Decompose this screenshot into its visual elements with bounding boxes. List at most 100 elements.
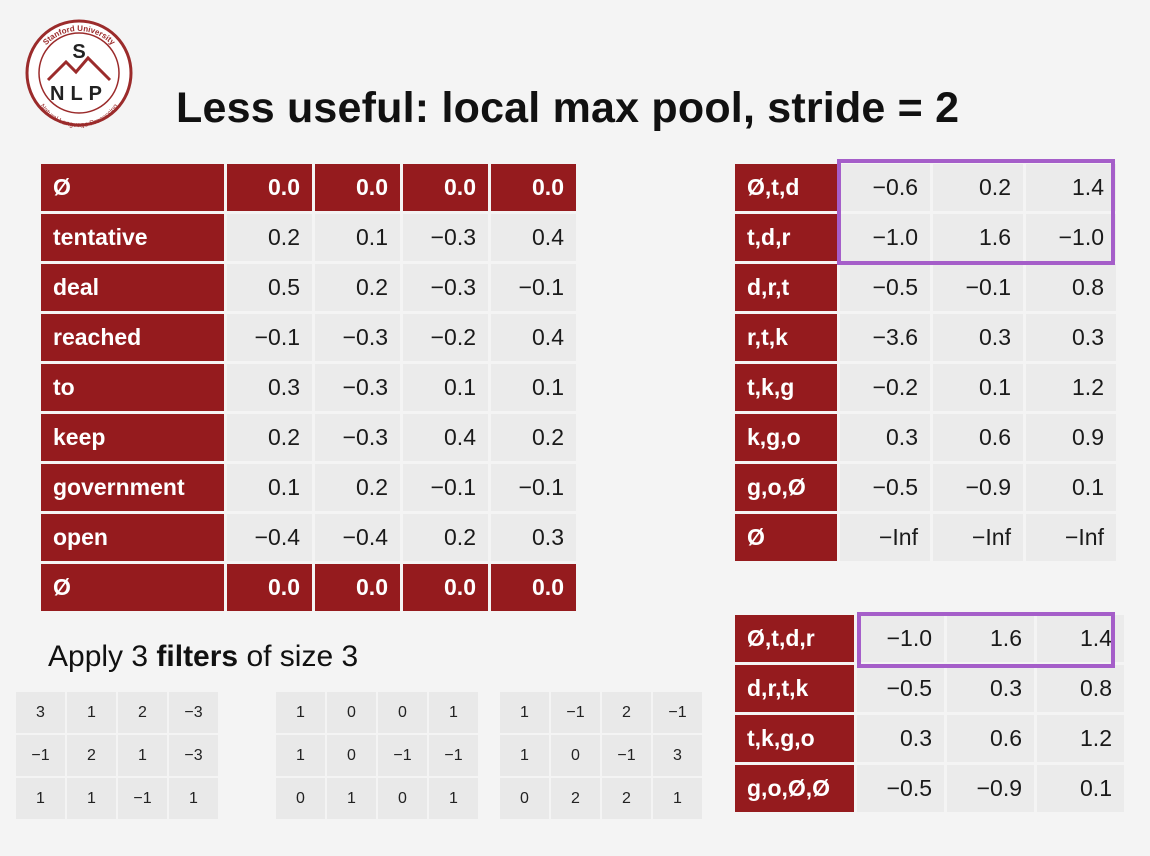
embedding-value: 0.4: [491, 214, 576, 261]
filter-value: −0.2: [840, 364, 930, 411]
filter-value: 0.1: [933, 364, 1023, 411]
ngram-label: t,k,g: [735, 364, 837, 411]
filter-weight: 2: [551, 778, 600, 819]
ngram-label: g,o,Ø: [735, 464, 837, 511]
word-row: open −0.4 −0.4 0.2 0.3: [41, 514, 576, 561]
filter-value: −0.1: [933, 264, 1023, 311]
embedding-value: 0.0: [403, 164, 488, 211]
table-row: t,k,g −0.2 0.1 1.2: [735, 364, 1116, 411]
filter-row: 1 0 −1 −1: [276, 735, 478, 776]
ngram-label: t,k,g,o: [735, 715, 854, 762]
table-row: g,o,Ø −0.5 −0.9 0.1: [735, 464, 1116, 511]
padding-row: Ø 0.0 0.0 0.0 0.0: [41, 564, 576, 611]
filter-value: −0.5: [857, 765, 944, 812]
embedding-value: 0.1: [491, 364, 576, 411]
word-label: Ø: [41, 564, 224, 611]
filter-weight: 1: [429, 778, 478, 819]
embedding-value: −0.3: [315, 414, 400, 461]
filter-3-matrix: 1 −1 2 −1 1 0 −1 3 0 2 2 1: [498, 690, 704, 821]
filter-weight: 1: [500, 692, 549, 733]
embedding-value: 0.0: [491, 564, 576, 611]
embedding-value: 0.0: [227, 164, 312, 211]
filter-weight: 0: [378, 778, 427, 819]
caption-bold: filters: [156, 640, 239, 673]
word-row: government 0.1 0.2 −0.1 −0.1: [41, 464, 576, 511]
embedding-value: 0.2: [491, 414, 576, 461]
filter-row: 1 1 −1 1: [16, 778, 218, 819]
table-row: t,d,r −1.0 1.6 −1.0: [735, 214, 1116, 261]
filter-value: 1.6: [947, 615, 1034, 662]
embedding-value: 0.1: [227, 464, 312, 511]
embedding-value: −0.1: [403, 464, 488, 511]
filter-value: −Inf: [1026, 514, 1116, 561]
embedding-value: −0.4: [227, 514, 312, 561]
word-label: keep: [41, 414, 224, 461]
ngram-label: d,r,t: [735, 264, 837, 311]
filter-weight: −1: [16, 735, 65, 776]
ngram-label: t,d,r: [735, 214, 837, 261]
caption-post: of size 3: [238, 640, 359, 673]
filter-value: 0.3: [857, 715, 944, 762]
filter-value: 1.6: [933, 214, 1023, 261]
filter-weight: 1: [500, 735, 549, 776]
embedding-value: −0.2: [403, 314, 488, 361]
embedding-value: −0.3: [403, 264, 488, 311]
filter-weight: 2: [602, 692, 651, 733]
word-embedding-table: Ø 0.0 0.0 0.0 0.0 tentative 0.2 0.1 −0.3 0.4 deal 0…: [38, 161, 579, 614]
filter-weight: 1: [169, 778, 218, 819]
filter-weight: 2: [602, 778, 651, 819]
filter-value: 1.4: [1037, 615, 1124, 662]
filter-value: 0.9: [1026, 414, 1116, 461]
word-label: Ø: [41, 164, 224, 211]
word-row: keep 0.2 −0.3 0.4 0.2: [41, 414, 576, 461]
filter-weight: 1: [327, 778, 376, 819]
filter-weight: 1: [118, 735, 167, 776]
filter-value: 0.8: [1037, 665, 1124, 712]
filter-value: −1.0: [857, 615, 944, 662]
word-label: tentative: [41, 214, 224, 261]
filter-value: −1.0: [840, 214, 930, 261]
filter-1-matrix: 3 1 2 −3 −1 2 1 −3 1 1 −1 1: [14, 690, 220, 821]
filter-weight: −1: [602, 735, 651, 776]
filter-value: 0.3: [933, 314, 1023, 361]
filter-value: 0.3: [1026, 314, 1116, 361]
embedding-value: 0.0: [315, 564, 400, 611]
table-row: Ø,t,d,r −1.0 1.6 1.4: [735, 615, 1124, 662]
filter-value: 0.3: [947, 665, 1034, 712]
pooled-output-table: Ø,t,d,r −1.0 1.6 1.4 d,r,t,k −0.5 0.3 0.8 t,k,g,…: [732, 612, 1127, 815]
filter-value: 0.1: [1037, 765, 1124, 812]
embedding-value: 0.2: [403, 514, 488, 561]
embedding-value: 0.2: [315, 264, 400, 311]
logo-letter-s: S: [72, 41, 85, 63]
filter-value: −3.6: [840, 314, 930, 361]
pool-window-highlight: [837, 159, 1115, 265]
filter-value: 0.2: [933, 164, 1023, 211]
table-row: Ø,t,d −0.6 0.2 1.4: [735, 164, 1116, 211]
filter-weight: 1: [16, 778, 65, 819]
filter-value: 0.3: [840, 414, 930, 461]
filter-value: 1.4: [1026, 164, 1116, 211]
filter-row: 3 1 2 −3: [16, 692, 218, 733]
embedding-value: 0.2: [227, 414, 312, 461]
filter-row: 1 −1 2 −1: [500, 692, 702, 733]
convolution-output-table: Ø,t,d −0.6 0.2 1.4 t,d,r −1.0 1.6 −1.0 d,r,t −0.5…: [732, 161, 1119, 564]
embedding-value: 0.2: [227, 214, 312, 261]
filter-weight: 2: [67, 735, 116, 776]
filter-weight: 1: [67, 778, 116, 819]
embedding-value: 0.0: [227, 564, 312, 611]
filter-weight: 1: [67, 692, 116, 733]
word-label: reached: [41, 314, 224, 361]
ngram-label: k,g,o: [735, 414, 837, 461]
caption-pre: Apply 3: [48, 640, 157, 673]
embedding-value: −0.1: [491, 264, 576, 311]
embedding-value: 0.4: [403, 414, 488, 461]
ngram-label: g,o,Ø,Ø: [735, 765, 854, 812]
embedding-value: 0.5: [227, 264, 312, 311]
filter-weight: 0: [378, 692, 427, 733]
filter-weight: −1: [118, 778, 167, 819]
table-row: d,r,t −0.5 −0.1 0.8: [735, 264, 1116, 311]
word-row: to 0.3 −0.3 0.1 0.1: [41, 364, 576, 411]
filter-weight: 1: [429, 692, 478, 733]
filter-weight: −3: [169, 692, 218, 733]
